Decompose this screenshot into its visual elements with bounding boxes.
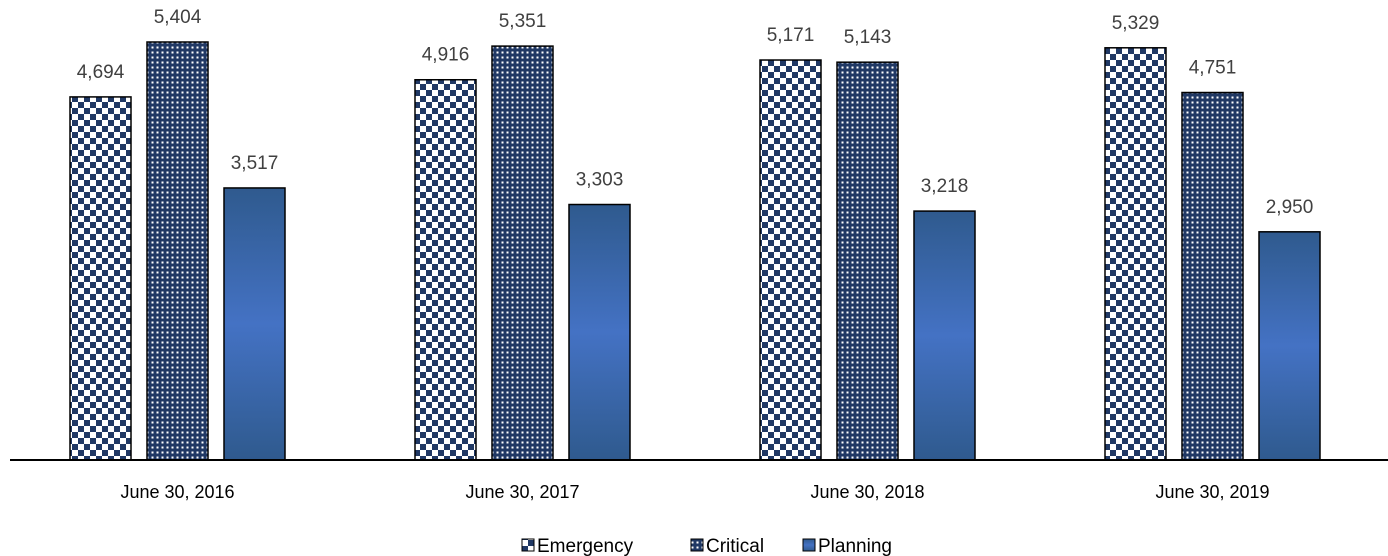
data-label-planning-2: 3,303 (576, 170, 624, 191)
bar-emergency-2 (414, 78, 477, 461)
data-label-critical-2: 5,351 (499, 11, 547, 32)
bar-planning-1 (223, 187, 286, 461)
bar-planning-2 (568, 203, 631, 461)
data-label-emergency-3: 5,171 (767, 25, 815, 46)
bar-critical-2 (491, 45, 554, 461)
data-label-critical-3: 5,143 (844, 27, 892, 48)
data-label-planning-4: 2,950 (1266, 197, 1314, 218)
category-label-1: June 30, 2016 (120, 482, 234, 502)
legend-swatch-planning (802, 538, 816, 552)
bar-planning-3 (913, 210, 976, 461)
bar-emergency-4 (1104, 47, 1167, 461)
data-label-emergency-4: 5,329 (1112, 13, 1160, 34)
bar-critical-1 (146, 41, 209, 461)
data-label-planning-3: 3,218 (921, 176, 969, 197)
data-label-emergency-2: 4,916 (422, 45, 470, 66)
bar-critical-3 (836, 61, 899, 461)
legend-label-planning: Planning (818, 536, 892, 556)
legend-label-emergency: Emergency (537, 536, 634, 556)
data-label-critical-1: 5,404 (154, 7, 202, 28)
data-label-emergency-1: 4,694 (77, 62, 125, 83)
bar-emergency-1 (69, 96, 132, 461)
bars-group (69, 41, 1321, 461)
bar-critical-4 (1181, 91, 1244, 461)
value-labels-group: 4,694 5,404 3,517 4,916 5,351 3,303 5,171 5,143… (77, 7, 1314, 218)
category-label-4: June 30, 2019 (1155, 482, 1269, 502)
legend-swatch-critical (690, 538, 704, 552)
data-label-critical-4: 4,751 (1189, 58, 1237, 79)
legend-label-critical: Critical (706, 536, 764, 556)
data-label-planning-1: 3,517 (231, 153, 279, 174)
bar-planning-4 (1258, 231, 1321, 461)
bar-emergency-3 (759, 59, 822, 461)
legend: Emergency Critical Planning (521, 536, 892, 556)
category-labels-group: June 30, 2016 June 30, 2017 June 30, 2018 J… (120, 482, 1269, 502)
category-label-2: June 30, 2017 (465, 482, 579, 502)
category-label-3: June 30, 2018 (810, 482, 924, 502)
legend-swatch-emergency (521, 538, 535, 552)
